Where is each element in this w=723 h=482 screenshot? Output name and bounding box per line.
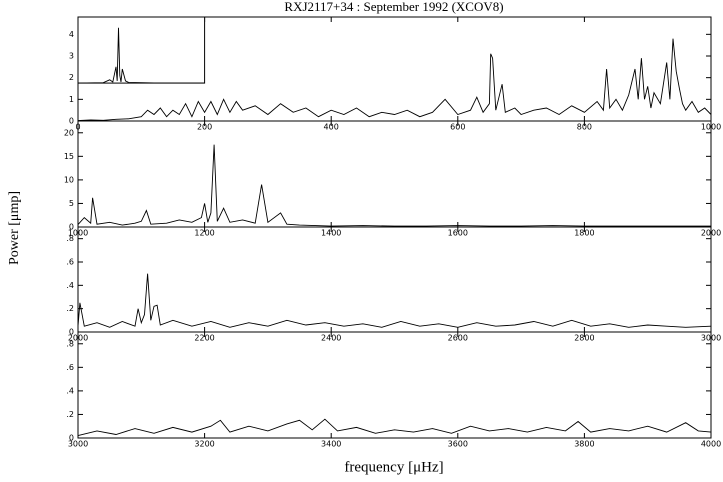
- y-tick-label: 3: [69, 52, 74, 61]
- panel-frame: [77, 226, 712, 333]
- y-tick-label: 0: [69, 434, 74, 443]
- spectrum-line: [77, 144, 711, 227]
- x-tick-label: 600: [450, 123, 465, 132]
- spectrum-line: [77, 273, 712, 328]
- x-tick-label: 1200: [194, 229, 214, 238]
- x-tick-label: 3400: [321, 440, 341, 449]
- y-tick-label: 5: [69, 199, 74, 208]
- y-tick-label: .2: [66, 304, 74, 313]
- x-tick-label: 4000: [701, 440, 721, 449]
- x-tick-label: 3000: [68, 440, 88, 449]
- x-tick-label: 2600: [448, 334, 468, 343]
- y-tick-label: 4: [69, 30, 74, 39]
- y-tick-label: .8: [66, 234, 74, 243]
- y-tick-label: 0: [69, 328, 74, 337]
- x-tick-label: 800: [577, 123, 592, 132]
- spectrum-line: [77, 418, 712, 437]
- y-tick-label: .4: [66, 281, 74, 290]
- window-line: [77, 27, 205, 84]
- x-axis-label: frequency [μHz]: [344, 459, 443, 475]
- x-tick-label: 400: [324, 123, 339, 132]
- y-tick-label: 0: [69, 117, 74, 126]
- x-tick-label: 3800: [574, 440, 594, 449]
- y-tick-label: .6: [66, 258, 74, 267]
- y-axis-label: Power [μmp]: [7, 191, 22, 265]
- y-tick-label: .8: [66, 339, 74, 348]
- y-tick-label: 20: [64, 128, 74, 137]
- x-tick-label: 2200: [194, 334, 214, 343]
- y-tick-label: 15: [64, 152, 74, 161]
- x-tick-label: 2400: [321, 334, 341, 343]
- x-tick-label: 1600: [448, 229, 468, 238]
- x-tick-label: 1400: [321, 229, 341, 238]
- chart-title: RXJ2117+34 : September 1992 (XCOV8): [284, 0, 503, 14]
- panel-frame: [77, 120, 712, 228]
- spectrum-line: [77, 38, 712, 122]
- x-tick-label: 3600: [448, 440, 468, 449]
- panel-frame: [77, 331, 712, 439]
- y-tick-label: .6: [66, 363, 74, 372]
- y-tick-label: .4: [66, 386, 74, 395]
- y-tick-label: .2: [66, 410, 74, 419]
- y-tick-label: 2: [69, 73, 74, 82]
- y-tick-label: 0: [69, 223, 74, 232]
- x-tick-label: 3200: [194, 440, 214, 449]
- x-tick-label: 1800: [574, 229, 594, 238]
- y-tick-label: 10: [64, 175, 74, 184]
- x-tick-label: 200: [197, 123, 212, 132]
- inset-frame: [77, 16, 206, 84]
- y-tick-label: 1: [69, 95, 74, 104]
- x-tick-label: 2800: [574, 334, 594, 343]
